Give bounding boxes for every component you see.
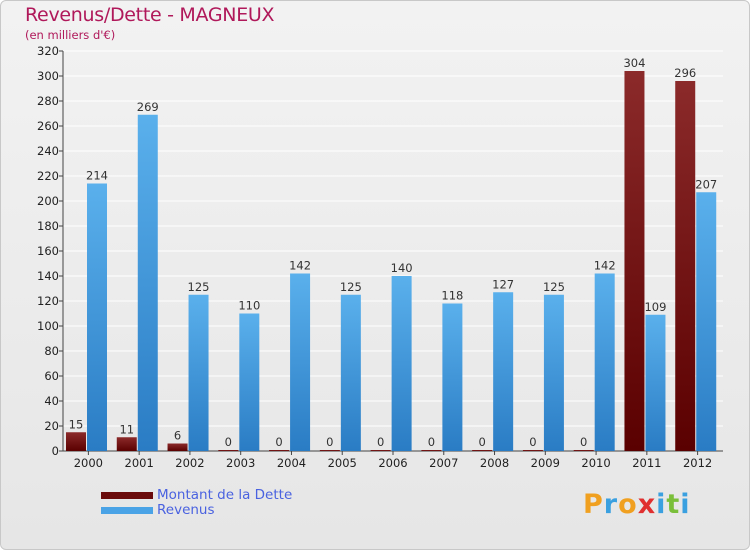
x-tick-label: 2001: [125, 456, 154, 470]
bar-revenus: [87, 183, 107, 451]
data-label: 296: [674, 66, 696, 80]
bar-revenus: [137, 114, 158, 451]
bar-dette: [269, 450, 290, 451]
bar-dette: [624, 71, 645, 451]
y-tick-label: 60: [44, 369, 59, 383]
data-label: 0: [326, 435, 333, 449]
x-tick-label: 2010: [581, 456, 610, 470]
logo-letter: x: [637, 489, 657, 520]
bar-dette: [319, 450, 340, 451]
chart-title: Revenus/Dette - MAGNEUX: [25, 4, 275, 26]
data-label: 6: [174, 429, 181, 443]
logo-letter: i: [680, 489, 691, 520]
data-label: 109: [644, 300, 666, 314]
x-tick-label: 2005: [328, 456, 357, 470]
x-tick-label: 2007: [429, 456, 458, 470]
y-tick-label: 80: [44, 344, 59, 358]
y-tick-label: 40: [44, 394, 59, 408]
bar-dette: [218, 450, 239, 451]
bar-dette: [66, 432, 86, 451]
data-label: 125: [340, 280, 362, 294]
data-label: 0: [428, 435, 435, 449]
chart-subtitle: (en milliers d'€): [25, 28, 116, 42]
legend-swatch-revenus: [101, 507, 153, 514]
legend-label-revenus: Revenus: [157, 502, 215, 518]
y-tick-label: 100: [37, 319, 59, 333]
y-tick-label: 260: [37, 119, 59, 133]
y-tick-label: 160: [37, 244, 59, 258]
y-tick-label: 300: [37, 69, 59, 83]
bar-dette: [421, 450, 442, 451]
bar-revenus: [645, 314, 666, 451]
x-tick-label: 2004: [277, 456, 306, 470]
y-tick-label: 280: [37, 94, 59, 108]
data-label: 125: [188, 280, 210, 294]
logo-letter: o: [618, 489, 638, 520]
x-tick-label: 2008: [480, 456, 509, 470]
bar-revenus: [594, 273, 615, 451]
data-label: 0: [225, 435, 232, 449]
y-tick-label: 200: [37, 194, 59, 208]
bar-dette: [675, 81, 696, 451]
bar-dette: [573, 450, 594, 451]
bar-dette: [370, 450, 391, 451]
x-tick-label: 2011: [632, 456, 661, 470]
bar-revenus: [493, 292, 514, 451]
y-tick-label: 20: [44, 419, 59, 433]
bar-dette: [472, 450, 493, 451]
proxiti-logo: Proxiti: [583, 489, 691, 520]
x-tick-label: 2009: [531, 456, 560, 470]
data-label: 11: [119, 422, 134, 436]
y-tick-label: 140: [37, 269, 59, 283]
data-label: 15: [69, 417, 84, 431]
bar-revenus: [391, 276, 412, 451]
data-label: 0: [529, 435, 536, 449]
data-label: 0: [580, 435, 587, 449]
bar-dette: [522, 450, 543, 451]
bar-revenus: [543, 294, 564, 451]
legend-swatch-debt: [101, 492, 153, 499]
bar-revenus: [239, 313, 260, 451]
data-label: 118: [441, 289, 463, 303]
data-label: 0: [275, 435, 282, 449]
data-label: 140: [391, 261, 413, 275]
bar-revenus: [442, 303, 463, 451]
data-label: 142: [594, 259, 616, 273]
x-tick-label: 2012: [683, 456, 712, 470]
logo-letter: t: [666, 489, 681, 520]
logo-letter: i: [656, 489, 667, 520]
data-label: 214: [86, 169, 108, 183]
bar-revenus: [290, 273, 311, 451]
data-label: 125: [543, 280, 565, 294]
y-tick-label: 0: [52, 444, 59, 458]
logo-letter: P: [583, 489, 604, 520]
data-label: 142: [289, 259, 311, 273]
y-tick-label: 320: [37, 44, 59, 58]
y-tick-label: 240: [37, 144, 59, 158]
bar-dette: [116, 437, 137, 451]
y-tick-label: 120: [37, 294, 59, 308]
y-tick-label: 220: [37, 169, 59, 183]
data-label: 304: [623, 56, 645, 70]
data-label: 110: [238, 299, 260, 313]
x-tick-label: 2002: [175, 456, 204, 470]
data-label: 127: [492, 277, 514, 291]
data-label: 0: [478, 435, 485, 449]
x-tick-label: 2003: [226, 456, 255, 470]
bar-revenus: [188, 294, 209, 451]
data-label: 0: [377, 435, 384, 449]
data-label: 207: [695, 177, 717, 191]
x-tick-label: 2000: [74, 456, 103, 470]
bar-revenus: [340, 294, 361, 451]
x-tick-label: 2006: [378, 456, 407, 470]
bar-dette: [167, 443, 188, 451]
y-tick-label: 180: [37, 219, 59, 233]
bar-revenus: [696, 192, 717, 451]
legend-label-debt: Montant de la Dette: [157, 487, 293, 503]
data-label: 269: [137, 100, 159, 114]
logo-letter: r: [603, 489, 619, 520]
